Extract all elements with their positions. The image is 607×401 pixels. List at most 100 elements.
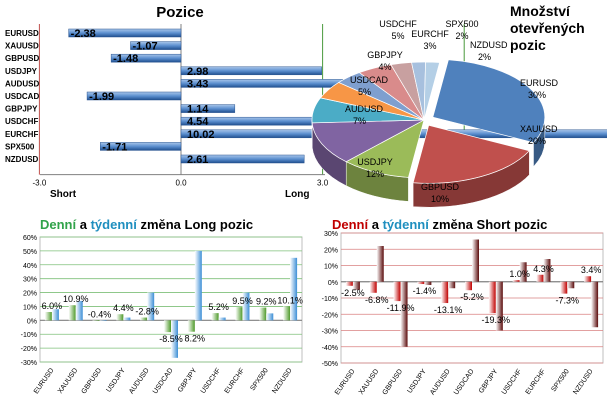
long-y-tick: 60%	[23, 235, 37, 242]
position-value-usdchf: 4.54	[187, 116, 209, 128]
short-daily-bar-nzdusd	[584, 276, 592, 282]
long-category-usdjpy: USDJPY	[105, 367, 127, 394]
short-category-eurchf: EURCHF	[525, 368, 547, 396]
pie-label-nzdusd: NZDUSD	[470, 40, 508, 50]
position-value-audusd: 3.43	[187, 78, 208, 90]
long-y-tick: -30%	[21, 360, 37, 367]
position-value-usdjpy: 2.98	[187, 66, 208, 78]
short-weekly-bar-eurusd	[352, 281, 360, 290]
short-weekly-bar-nzdusd	[591, 281, 599, 328]
long-daily-bar-usdchf	[211, 313, 219, 321]
long-weekly-bar-spx500	[266, 313, 274, 321]
short-weekly-bar-audusd	[448, 281, 456, 289]
long-category-gbpusd: GBPUSD	[80, 367, 103, 395]
position-category-gbpusd: GBPUSD	[5, 54, 39, 63]
pie-value-xauusd: 20%	[528, 136, 546, 146]
short-weekly-bar-gbpusd	[400, 281, 408, 347]
short-weekly-bar-usdjpy	[424, 281, 432, 285]
long-y-tick: 0%	[27, 318, 37, 325]
position-x-tick: -3.0	[33, 179, 47, 188]
long-value-usdchf: 5.2%	[208, 302, 229, 312]
short-value-spx500: -7.3%	[556, 296, 580, 306]
position-category-usdchf: USDCHF	[5, 117, 38, 126]
pie-title-line2: otevřených	[510, 20, 585, 36]
long-category-xauusd: XAUUSD	[57, 367, 79, 395]
short-category-nzdusd: NZDUSD	[572, 368, 594, 396]
svg-text:Denní a týdenní: Denní a týdenní změna Long pozic	[40, 217, 253, 232]
short-value-audusd: -13.1%	[434, 305, 463, 315]
long-daily-bar-spx500	[259, 307, 267, 321]
short-weekly-bar-spx500	[567, 281, 575, 289]
position-category-xauusd: XAUUSD	[5, 42, 39, 51]
long-daily-bar-gbpjpy	[187, 320, 195, 332]
position-value-spx500: -1.71	[102, 141, 127, 153]
long-weekly-bar-nzdusd	[290, 257, 298, 321]
short-weekly-bar-xauusd	[376, 246, 384, 282]
short-daily-bar-usdchf	[512, 280, 520, 282]
short-y-tick: -20%	[322, 312, 338, 319]
position-bar-gbpusd	[110, 53, 182, 63]
pie-value-usdjpy: 12%	[366, 169, 384, 179]
long-value-audusd: -2.8%	[135, 307, 159, 317]
pie-value-audusd: 7%	[353, 116, 366, 126]
long-value-spx500: 9.2%	[256, 297, 277, 307]
position-value-gbpusd: -1.48	[113, 53, 138, 65]
position-bar-nzdusd	[180, 154, 305, 164]
long-y-tick: -20%	[21, 346, 37, 353]
long-y-tick: -10%	[21, 332, 37, 339]
position-value-gbpjpy: 1.14	[187, 104, 209, 116]
position-value-xauusd: -1.07	[132, 41, 157, 53]
short-title-a: a	[372, 217, 383, 232]
long-category-eurusd: EURUSD	[33, 367, 56, 395]
long-weekly-bar-usdchf	[218, 317, 226, 321]
long-weekly-bar-usdjpy	[123, 317, 131, 321]
positions-title: Pozice	[156, 4, 204, 21]
long-value-eurchf: 9.5%	[232, 296, 253, 306]
position-category-usdjpy: USDJPY	[5, 67, 38, 76]
long-category-usdchf: USDCHF	[200, 367, 222, 395]
pie-value-usdcad: 5%	[358, 87, 371, 97]
long-value-gbpjpy: 8.2%	[185, 334, 206, 344]
position-category-gbpjpy: GBPJPY	[5, 105, 38, 114]
pie-slice-nzdusd	[423, 61, 441, 121]
short-title-denni: Denní	[332, 217, 369, 232]
pie-label-usdjpy: USDJPY	[357, 157, 393, 167]
short-y-tick: -50%	[322, 361, 338, 368]
long-weekly-bar-xauusd	[75, 300, 83, 321]
position-category-usdcad: USDCAD	[5, 92, 39, 101]
short-y-tick: 30%	[324, 231, 338, 238]
pie-title-line3: pozic	[510, 37, 546, 53]
long-category-gbpjpy: GBPJPY	[177, 367, 199, 394]
pie-label-usdcad: USDCAD	[350, 75, 389, 85]
short-daily-bar-eurusd	[345, 281, 353, 286]
long-daily-bar-eurchf	[235, 307, 243, 321]
short-value-eurchf: 4.3%	[533, 264, 554, 274]
short-category-eurusd: EURUSD	[334, 368, 357, 396]
pie-slice-xauusd	[412, 124, 531, 184]
pie-value-gbpusd: 10%	[431, 194, 449, 204]
position-bar-gbpjpy	[180, 104, 236, 113]
pie-label-spx500: SPX500	[445, 19, 478, 29]
pie-label-eurusd: EURUSD	[520, 78, 559, 88]
short-value-usdcad: -5.2%	[460, 292, 484, 302]
long-value-xauusd: 10.9%	[63, 294, 89, 304]
long-value-nzdusd: 10.1%	[277, 295, 303, 305]
long-daily-bar-eurusd	[44, 312, 52, 321]
long-value-usdcad: -8.5%	[159, 334, 183, 344]
long-daily-bar-usdjpy	[116, 314, 124, 321]
pie-value-usdchf: 5%	[391, 31, 404, 41]
long-y-tick: 10%	[23, 304, 37, 311]
position-value-eurchf: 10.02	[187, 129, 215, 141]
pie-label-audusd: AUDUSD	[345, 104, 384, 114]
short-y-tick: 0%	[328, 280, 338, 287]
short-value-usdjpy: -1.4%	[413, 286, 437, 296]
short-category-audusd: AUDUSD	[429, 368, 452, 396]
short-category-usdchf: USDCHF	[501, 368, 523, 396]
long-weekly-bar-eurusd	[51, 309, 59, 321]
position-category-eurusd: EURUSD	[5, 29, 39, 38]
long-title-denni: Denní	[40, 217, 77, 232]
position-bar-usdjpy	[180, 66, 322, 76]
position-bar-spx500	[100, 142, 182, 151]
pie-label-eurchf: EURCHF	[411, 29, 449, 39]
position-value-usdcad: -1.99	[89, 91, 114, 103]
